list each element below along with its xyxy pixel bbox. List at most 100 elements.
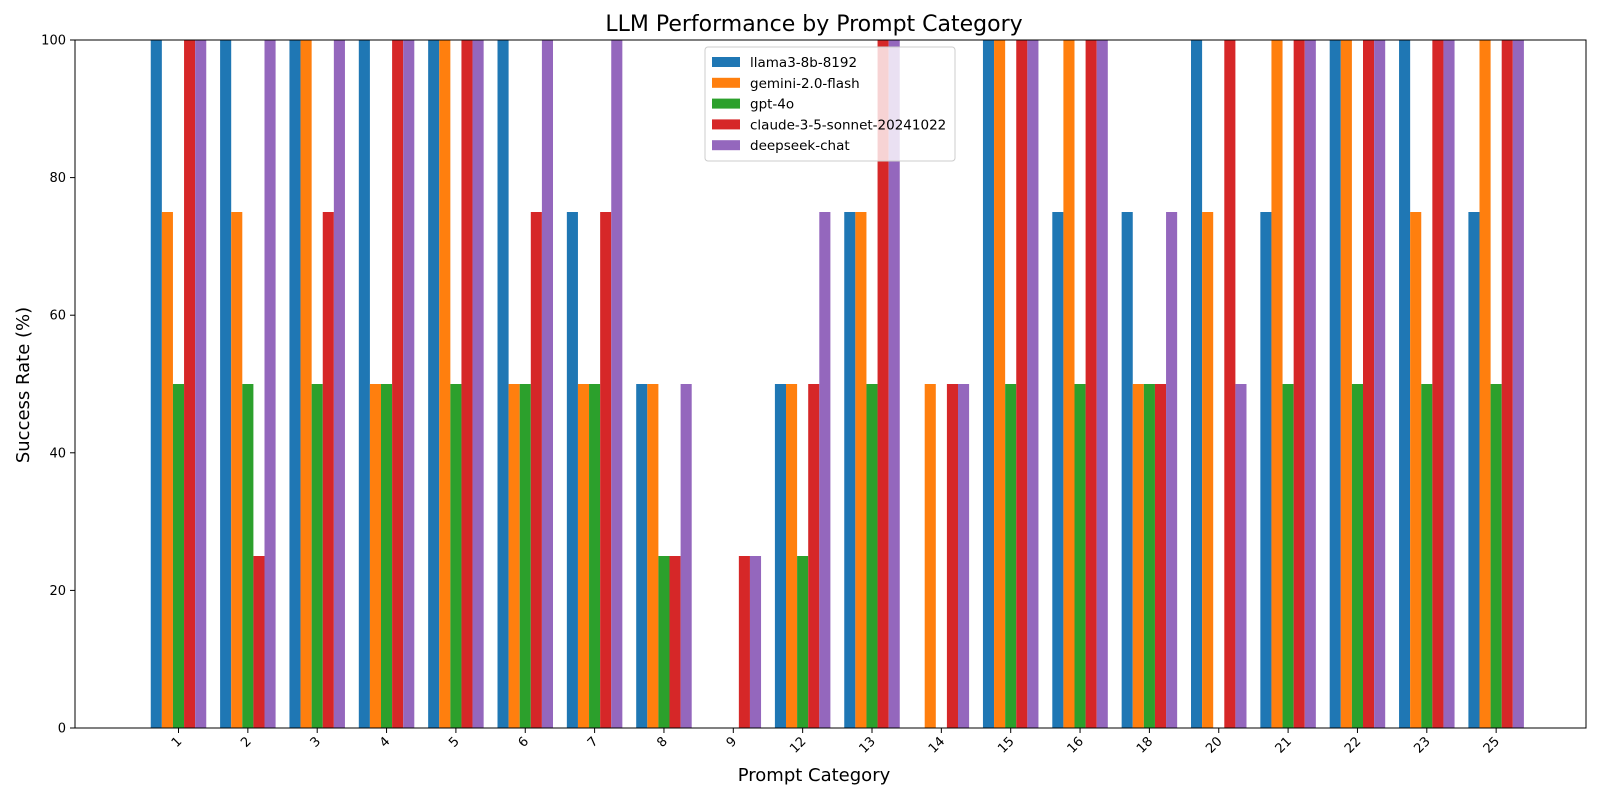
bar-gemini-2.0-flash-cat-2 bbox=[231, 212, 243, 728]
bar-claude-3-5-sonnet-20241022-cat-5 bbox=[461, 40, 473, 728]
bar-deepseek-chat-cat-6 bbox=[541, 40, 553, 728]
bar-llama3-8b-8192-cat-3 bbox=[289, 40, 301, 728]
bar-gpt-4o-cat-25 bbox=[1490, 384, 1502, 728]
bar-claude-3-5-sonnet-20241022-cat-4 bbox=[392, 40, 404, 728]
bar-llama3-8b-8192-cat-22 bbox=[1329, 40, 1341, 728]
y-tick-label: 60 bbox=[49, 309, 66, 324]
chart-title: LLM Performance by Prompt Category bbox=[605, 12, 1022, 37]
x-tick-label: 1 bbox=[169, 734, 185, 750]
bar-deepseek-chat-cat-4 bbox=[403, 40, 415, 728]
bar-gemini-2.0-flash-cat-16 bbox=[1063, 40, 1075, 728]
bar-gpt-4o-cat-4 bbox=[381, 384, 393, 728]
bar-claude-3-5-sonnet-20241022-cat-6 bbox=[530, 212, 542, 728]
x-tick-label: 3 bbox=[308, 734, 324, 750]
bar-claude-3-5-sonnet-20241022-cat-1 bbox=[184, 40, 196, 728]
x-tick-label: 16 bbox=[1065, 734, 1087, 756]
bars-layer bbox=[150, 40, 1524, 728]
bar-llama3-8b-8192-cat-15 bbox=[982, 40, 995, 728]
bar-llama3-8b-8192-cat-6 bbox=[497, 40, 509, 728]
bar-gemini-2.0-flash-cat-18 bbox=[1132, 384, 1144, 728]
bar-gpt-4o-cat-16 bbox=[1074, 384, 1086, 728]
bar-deepseek-chat-cat-5 bbox=[472, 40, 484, 728]
bar-deepseek-chat-cat-2 bbox=[264, 40, 276, 728]
x-tick-label: 6 bbox=[516, 734, 532, 750]
legend-label: gpt-4o bbox=[750, 97, 794, 113]
x-tick-label: 15 bbox=[995, 734, 1017, 756]
bar-llama3-8b-8192-cat-2 bbox=[220, 40, 232, 728]
bar-llama3-8b-8192-cat-21 bbox=[1260, 212, 1272, 728]
bar-claude-3-5-sonnet-20241022-cat-22 bbox=[1363, 40, 1375, 728]
legend-label: llama3-8b-8192 bbox=[750, 55, 857, 71]
bar-deepseek-chat-cat-16 bbox=[1096, 40, 1108, 728]
x-tick-label: 7 bbox=[585, 734, 601, 750]
x-tick-label: 23 bbox=[1411, 734, 1433, 756]
bar-gpt-4o-cat-23 bbox=[1421, 384, 1433, 728]
bar-gpt-4o-cat-5 bbox=[450, 384, 462, 728]
bar-gpt-4o-cat-13 bbox=[866, 384, 878, 728]
x-tick-label: 18 bbox=[1134, 734, 1156, 756]
bar-claude-3-5-sonnet-20241022-cat-20 bbox=[1224, 40, 1236, 728]
bar-claude-3-5-sonnet-20241022-cat-16 bbox=[1085, 40, 1097, 728]
bar-llama3-8b-8192-cat-16 bbox=[1052, 212, 1064, 728]
x-tick-label: 14 bbox=[926, 734, 948, 756]
y-tick-label: 80 bbox=[49, 171, 66, 186]
x-tick-label: 5 bbox=[446, 734, 462, 750]
x-tick-label: 21 bbox=[1273, 734, 1295, 756]
bar-gpt-4o-cat-21 bbox=[1282, 384, 1294, 728]
bar-gemini-2.0-flash-cat-3 bbox=[300, 40, 312, 728]
x-tick-label: 2 bbox=[238, 734, 254, 750]
bar-gemini-2.0-flash-cat-21 bbox=[1271, 40, 1283, 728]
legend-label: claude-3-5-sonnet-20241022 bbox=[750, 117, 946, 133]
legend-swatch bbox=[712, 57, 740, 67]
bar-llama3-8b-8192-cat-7 bbox=[566, 212, 578, 728]
bar-gemini-2.0-flash-cat-12 bbox=[786, 384, 798, 728]
bar-gemini-2.0-flash-cat-4 bbox=[369, 384, 381, 728]
bar-gpt-4o-cat-1 bbox=[172, 384, 185, 728]
legend-label: deepseek-chat bbox=[750, 138, 850, 154]
bar-deepseek-chat-cat-9 bbox=[749, 556, 762, 728]
bar-llama3-8b-8192-cat-13 bbox=[844, 212, 856, 728]
bar-gemini-2.0-flash-cat-23 bbox=[1410, 212, 1422, 728]
bar-gemini-2.0-flash-cat-14 bbox=[924, 384, 936, 728]
bar-deepseek-chat-cat-21 bbox=[1304, 40, 1316, 728]
bar-gpt-4o-cat-12 bbox=[797, 556, 809, 728]
bar-gemini-2.0-flash-cat-1 bbox=[161, 212, 173, 728]
bar-deepseek-chat-cat-8 bbox=[680, 384, 692, 728]
bar-gpt-4o-cat-6 bbox=[519, 384, 531, 728]
bar-claude-3-5-sonnet-20241022-cat-15 bbox=[1016, 40, 1028, 728]
y-axis-label: Success Rate (%) bbox=[13, 307, 34, 463]
bar-gemini-2.0-flash-cat-7 bbox=[577, 384, 590, 728]
y-tick-label: 20 bbox=[49, 584, 66, 599]
bar-deepseek-chat-cat-18 bbox=[1166, 212, 1178, 728]
legend-swatch bbox=[712, 98, 740, 109]
legend-box bbox=[704, 46, 956, 162]
bar-claude-3-5-sonnet-20241022-cat-13 bbox=[877, 40, 889, 728]
bar-gemini-2.0-flash-cat-6 bbox=[508, 384, 520, 728]
bar-deepseek-chat-cat-1 bbox=[195, 40, 207, 728]
x-tick-label: 20 bbox=[1203, 734, 1225, 756]
bar-gpt-4o-cat-3 bbox=[311, 384, 323, 728]
bar-llama3-8b-8192-cat-1 bbox=[150, 40, 162, 728]
bar-llama3-8b-8192-cat-8 bbox=[636, 384, 648, 728]
bar-claude-3-5-sonnet-20241022-cat-14 bbox=[946, 384, 958, 728]
bar-llama3-8b-8192-cat-12 bbox=[774, 384, 786, 728]
x-tick-label: 9 bbox=[724, 734, 740, 750]
bar-llama3-8b-8192-cat-20 bbox=[1191, 40, 1203, 728]
bar-claude-3-5-sonnet-20241022-cat-21 bbox=[1293, 40, 1305, 728]
legend-swatch bbox=[712, 119, 740, 130]
x-tick-label: 8 bbox=[654, 734, 670, 750]
bar-deepseek-chat-cat-7 bbox=[611, 40, 623, 728]
y-tick-label: 40 bbox=[49, 446, 66, 461]
bar-claude-3-5-sonnet-20241022-cat-18 bbox=[1154, 384, 1167, 728]
bar-gemini-2.0-flash-cat-8 bbox=[647, 384, 659, 728]
bar-llama3-8b-8192-cat-4 bbox=[358, 40, 370, 728]
bar-gpt-4o-cat-8 bbox=[658, 556, 670, 728]
plot-frame bbox=[74, 39, 1587, 729]
x-tick-label: 25 bbox=[1481, 734, 1503, 756]
bar-claude-3-5-sonnet-20241022-cat-8 bbox=[669, 556, 681, 728]
bar-gemini-2.0-flash-cat-5 bbox=[439, 40, 451, 728]
bar-deepseek-chat-cat-22 bbox=[1374, 40, 1386, 728]
y-tick-label: 0 bbox=[58, 722, 66, 737]
bar-deepseek-chat-cat-23 bbox=[1443, 40, 1455, 728]
